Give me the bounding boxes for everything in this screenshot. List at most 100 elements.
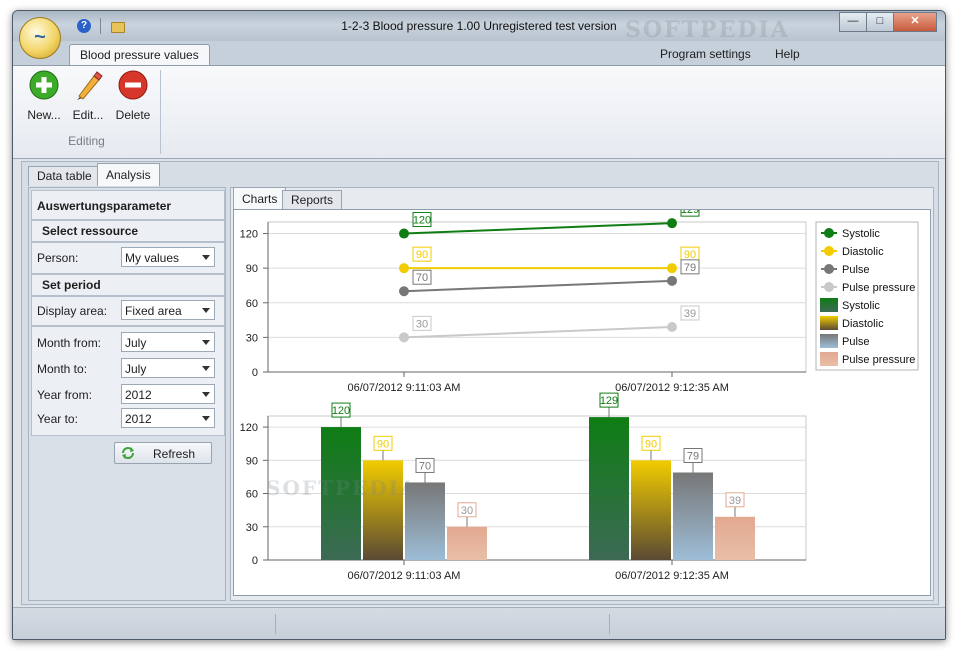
bar-data-label-box [683, 447, 703, 463]
maximize-button[interactable]: □ [866, 12, 894, 32]
line-chart-y-tick-label: 60 [246, 298, 258, 310]
line-data-label-box [680, 305, 700, 321]
ribbon-tab-blood-pressure-values[interactable]: Blood pressure values [69, 44, 210, 66]
line-data-label-box [412, 315, 432, 331]
bar [589, 417, 629, 560]
month-to-select[interactable]: July [121, 358, 215, 378]
legend-bar-swatch [820, 352, 838, 366]
line-data-label-box [412, 269, 432, 285]
line-data-label-box [412, 212, 432, 228]
panel-title: Auswertungsparameter [37, 199, 172, 213]
bar-data-label: 120 [332, 405, 350, 417]
section-set-period: Set period [42, 278, 101, 292]
person-select-value: My values [125, 251, 180, 265]
line-chart-x-tick-label: 06/07/2012 9:12:35 AM [615, 382, 729, 394]
bar [715, 516, 755, 560]
line-data-label-box [412, 246, 432, 262]
line-point [399, 263, 409, 274]
bar-data-label: 129 [600, 395, 618, 407]
bar-data-label-box [599, 392, 619, 408]
watermark-chart: SOFTPEDIA [266, 476, 418, 500]
year-from-select[interactable]: 2012 [121, 384, 215, 404]
year-from-select-value: 2012 [125, 388, 152, 402]
refresh-button-label: Refresh [153, 447, 196, 461]
bar [321, 427, 361, 560]
person-select[interactable]: My values [121, 247, 215, 267]
line-series [403, 279, 673, 293]
pencil-icon [77, 71, 103, 100]
close-button[interactable]: ✕ [893, 12, 937, 32]
line-chart-y-tick-label: 0 [252, 367, 258, 379]
new-button[interactable]: New... [23, 70, 65, 122]
ribbon-group-separator [160, 70, 161, 154]
refresh-button[interactable]: Refresh [114, 442, 212, 464]
bar-chart-y-tick-label: 90 [246, 455, 258, 467]
chevron-down-icon [202, 416, 210, 421]
status-bar [13, 607, 945, 639]
ribbon-tab-bar: Blood pressure values Program settings H… [13, 41, 945, 66]
tab-reports[interactable]: Reports [282, 190, 343, 210]
display-area-row: Display area: Fixed area [31, 296, 225, 326]
bar [405, 482, 445, 560]
refresh-icon [122, 447, 134, 459]
bar-chart-y-tick-label: 120 [240, 422, 258, 434]
title-bar: ? 1-2-3 Blood pressure 1.00 Unregistered… [13, 11, 945, 43]
bar-data-label-box [373, 435, 393, 451]
bar-data-label: 90 [645, 438, 657, 450]
new-button-label: New... [27, 108, 61, 122]
legend-label: Pulse [842, 336, 870, 348]
window-controls: — □ ✕ [839, 12, 937, 32]
month-to-select-value: July [125, 362, 147, 376]
status-separator [275, 614, 276, 634]
bar-data-label-box [457, 502, 477, 518]
legend-bar-swatch [820, 334, 838, 348]
person-label: Person: [37, 251, 79, 265]
legend-label: Systolic [842, 228, 880, 240]
app-window: ? 1-2-3 Blood pressure 1.00 Unregistered… [12, 10, 946, 640]
tab-analysis[interactable]: Analysis [97, 163, 160, 186]
chevron-down-icon [202, 340, 210, 345]
edit-button[interactable]: Edit... [67, 70, 109, 122]
bar-data-label-box [641, 435, 661, 451]
line-data-label: 90 [684, 249, 696, 261]
legend-label: Systolic [842, 300, 880, 312]
month-to-label: Month to: [37, 362, 88, 376]
charts-panel: Charts Reports 0 30 60 90 120 06/07/2012 9:11… [230, 187, 934, 601]
legend-label: Pulse pressure [842, 282, 915, 294]
bar-chart-x-tick-label: 06/07/2012 9:12:35 AM [615, 570, 729, 582]
section-select-ressource: Select ressource [42, 224, 139, 238]
line-series [403, 326, 673, 339]
display-area-select[interactable]: Fixed area [121, 300, 215, 320]
window-title: 1-2-3 Blood pressure 1.00 Unregistered t… [341, 19, 617, 33]
delete-button-label: Delete [115, 108, 151, 122]
delete-button[interactable]: Delete [112, 70, 154, 122]
bar-data-label-box [725, 492, 745, 508]
tab-charts[interactable]: Charts [233, 187, 287, 210]
line-point [667, 275, 677, 286]
help-icon[interactable]: ? [77, 19, 91, 33]
status-separator [609, 614, 610, 634]
period-header-box: Set period [31, 274, 225, 296]
folder-icon[interactable] [111, 22, 125, 33]
minimize-button[interactable]: — [839, 12, 867, 32]
line-data-label: 120 [413, 215, 431, 227]
tab-data-table[interactable]: Data table [28, 166, 101, 186]
parameters-header-box: Auswertungsparameter [31, 190, 225, 220]
delete-icon [118, 70, 148, 100]
app-menu-button[interactable]: ~ [19, 17, 61, 59]
line-point [399, 332, 409, 343]
line-chart-y-tick-label: 30 [246, 332, 258, 344]
bar-data-label: 79 [687, 450, 699, 462]
legend-label: Diastolic [842, 318, 884, 330]
menu-help[interactable]: Help [775, 47, 800, 61]
year-to-select[interactable]: 2012 [121, 408, 215, 428]
bar-chart-y-tick-label: 60 [246, 489, 258, 501]
legend-label: Pulse [842, 264, 870, 276]
bar-data-label: 70 [419, 460, 431, 472]
menu-program-settings[interactable]: Program settings [660, 47, 751, 61]
legend-label: Diastolic [842, 246, 884, 258]
line-data-label: 129 [681, 210, 699, 216]
charts-canvas: 0 30 60 90 120 06/07/2012 9:11:03 AM 06/07/201… [240, 201, 919, 582]
bar-data-label: 90 [377, 438, 389, 450]
month-from-select[interactable]: July [121, 332, 215, 352]
